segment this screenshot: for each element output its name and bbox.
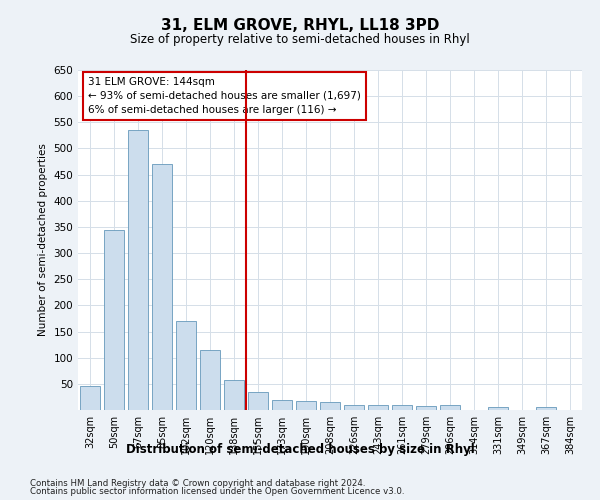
Bar [176,321,196,410]
Bar [536,408,556,410]
Bar [488,408,508,410]
Bar [272,400,292,410]
Bar [416,406,436,410]
Bar [80,386,100,410]
Bar [368,405,388,410]
Text: Distribution of semi-detached houses by size in Rhyl: Distribution of semi-detached houses by … [125,442,475,456]
Bar [224,380,244,410]
Bar [344,405,364,410]
Bar [104,230,124,410]
Text: 31, ELM GROVE, RHYL, LL18 3PD: 31, ELM GROVE, RHYL, LL18 3PD [161,18,439,32]
Text: Size of property relative to semi-detached houses in Rhyl: Size of property relative to semi-detach… [130,32,470,46]
Bar [296,400,316,410]
Bar [440,405,460,410]
Bar [248,392,268,410]
Y-axis label: Number of semi-detached properties: Number of semi-detached properties [38,144,48,336]
Bar [128,130,148,410]
Bar [320,402,340,410]
Bar [392,405,412,410]
Bar [152,164,172,410]
Text: Contains public sector information licensed under the Open Government Licence v3: Contains public sector information licen… [30,487,404,496]
Text: 31 ELM GROVE: 144sqm
← 93% of semi-detached houses are smaller (1,697)
6% of sem: 31 ELM GROVE: 144sqm ← 93% of semi-detac… [88,77,361,115]
Bar [200,350,220,410]
Text: Contains HM Land Registry data © Crown copyright and database right 2024.: Contains HM Land Registry data © Crown c… [30,478,365,488]
